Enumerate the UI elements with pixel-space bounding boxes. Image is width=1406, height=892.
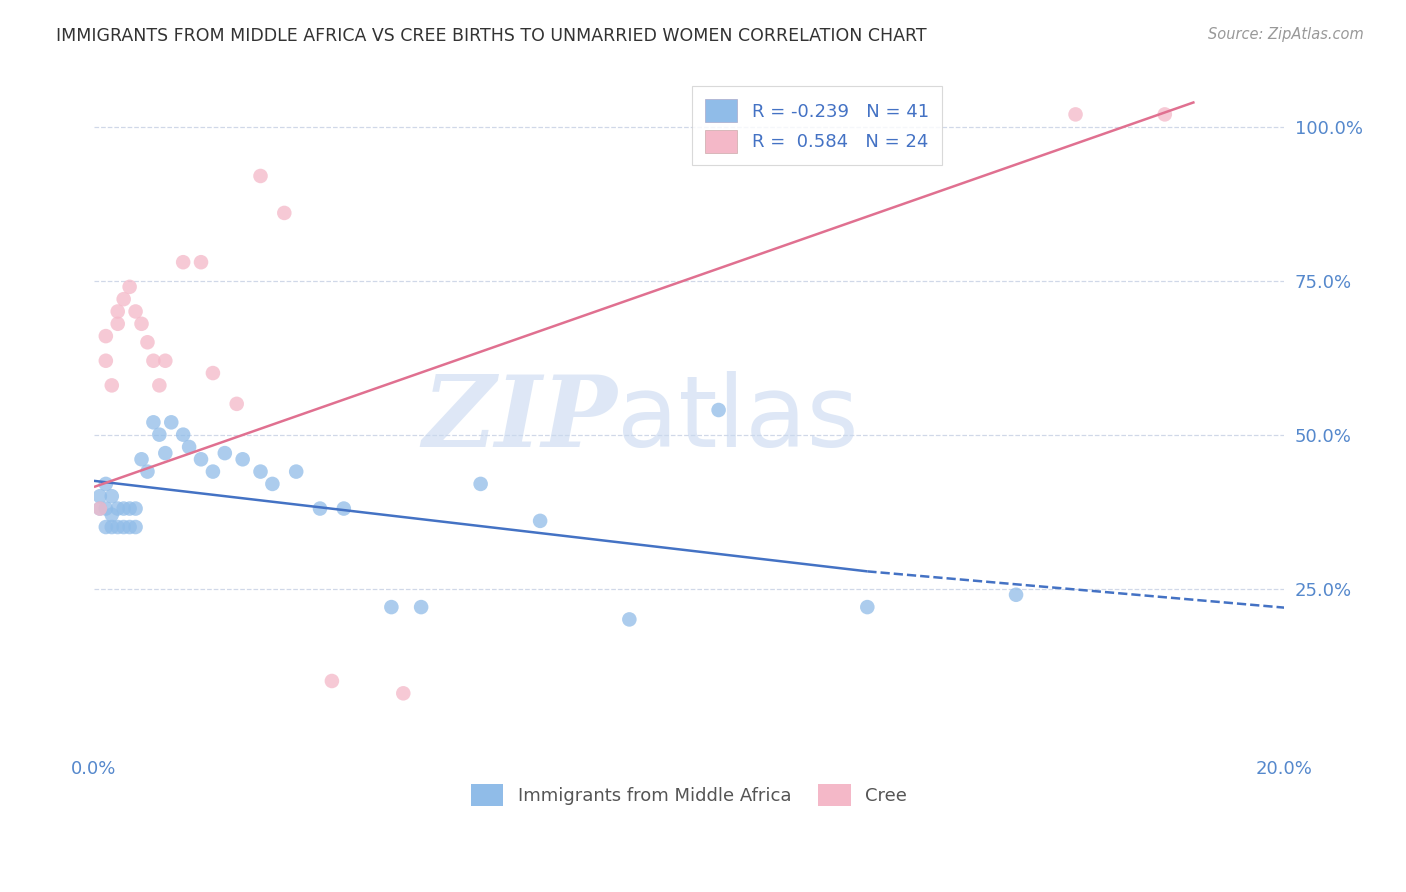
Point [112,501,135,516]
Point [225,397,247,411]
Point [107,317,129,331]
Point [179,440,201,454]
Point [619,612,641,626]
Point [107,304,129,318]
Point [148,427,170,442]
Point [89,501,111,516]
Point [94,353,117,368]
Point [118,501,141,516]
Point [321,673,343,688]
Point [100,508,122,522]
Point [136,335,159,350]
Point [100,489,122,503]
Point [285,465,308,479]
Point [392,686,415,700]
Point [107,501,129,516]
Point [232,452,254,467]
Point [172,427,194,442]
Point [142,415,165,429]
Text: ZIP: ZIP [422,371,617,467]
Text: atlas: atlas [617,371,859,468]
Point [1064,107,1087,121]
Point [172,255,194,269]
Point [273,206,295,220]
Point [131,452,153,467]
Legend: Immigrants from Middle Africa, Cree: Immigrants from Middle Africa, Cree [464,777,914,814]
Point [190,255,212,269]
Point [411,600,433,615]
Point [1153,107,1175,121]
Point [136,465,159,479]
Point [160,415,183,429]
Point [94,501,117,516]
Point [249,169,271,183]
Point [155,353,177,368]
Point [118,520,141,534]
Text: IMMIGRANTS FROM MIDDLE AFRICA VS CREE BIRTHS TO UNMARRIED WOMEN CORRELATION CHAR: IMMIGRANTS FROM MIDDLE AFRICA VS CREE BI… [56,27,927,45]
Point [856,600,879,615]
Point [142,353,165,368]
Point [112,520,135,534]
Point [89,489,111,503]
Point [107,520,129,534]
Point [124,501,146,516]
Point [94,520,117,534]
Point [155,446,177,460]
Point [100,520,122,534]
Point [131,317,153,331]
Point [201,465,224,479]
Point [309,501,332,516]
Point [89,501,111,516]
Point [470,477,492,491]
Point [380,600,402,615]
Point [201,366,224,380]
Point [1005,588,1028,602]
Point [333,501,356,516]
Point [94,477,117,491]
Point [529,514,551,528]
Text: Source: ZipAtlas.com: Source: ZipAtlas.com [1208,27,1364,42]
Point [112,292,135,306]
Point [249,465,271,479]
Point [100,378,122,392]
Point [707,403,730,417]
Point [214,446,236,460]
Point [124,304,146,318]
Point [124,520,146,534]
Point [148,378,170,392]
Point [262,477,284,491]
Point [190,452,212,467]
Point [94,329,117,343]
Point [118,280,141,294]
